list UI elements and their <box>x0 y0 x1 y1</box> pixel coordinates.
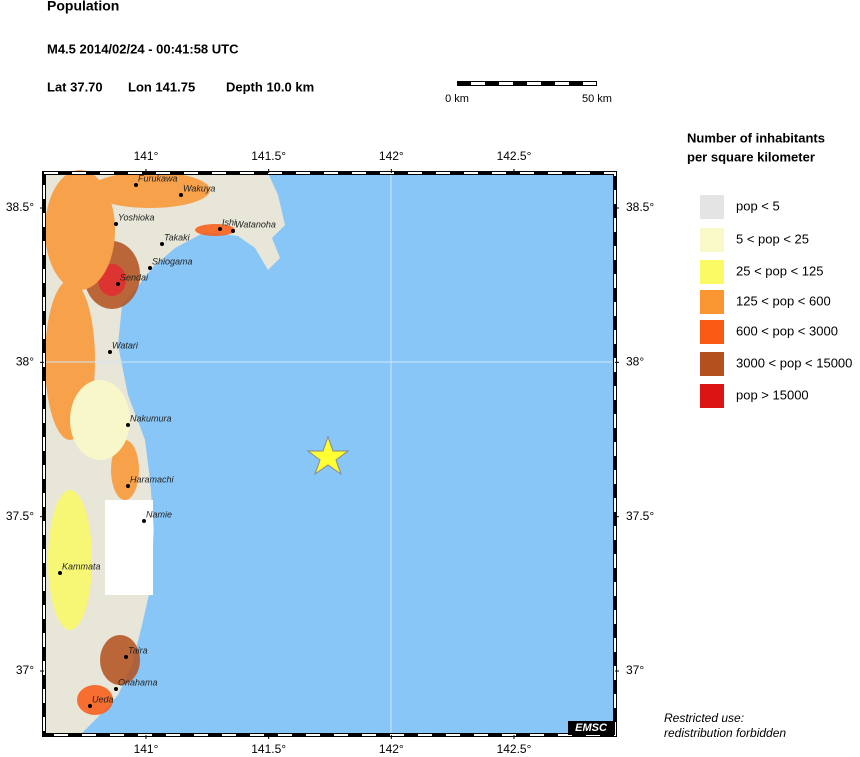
event: M4.5 2014/02/24 - 00:41:58 UTC <box>47 41 239 56</box>
scale-end: 50 km <box>582 93 612 105</box>
lat-label: 37° <box>16 663 34 677</box>
city-label: Onahama <box>118 677 158 687</box>
lon-label: 141° <box>134 742 159 756</box>
lat-label: 38.5° <box>6 200 34 214</box>
legend-swatch <box>700 384 724 408</box>
city-dot <box>134 183 138 187</box>
notice: redistribution forbidden <box>664 726 786 740</box>
city-dot <box>58 571 62 575</box>
city-dot <box>114 222 118 226</box>
legend-label: 3000 < pop < 15000 <box>736 355 852 370</box>
city-dot <box>124 655 128 659</box>
city-label: Haramachi <box>130 474 175 484</box>
scale-start: 0 km <box>445 93 469 105</box>
city-label: Furukawa <box>138 173 178 183</box>
lon-label: 142° <box>379 149 404 163</box>
legend-swatch <box>700 195 724 219</box>
city-dot <box>231 229 235 233</box>
city-dot <box>114 687 118 691</box>
city-label: Nakumura <box>130 413 172 423</box>
lat-label: 37.5° <box>6 509 34 523</box>
legend-swatch <box>700 352 724 376</box>
city-dot <box>116 282 120 286</box>
lat-label: 38.5° <box>626 200 654 214</box>
legend-swatch <box>700 290 724 314</box>
city-dot <box>142 519 146 523</box>
lat-label: 37.5° <box>626 509 654 523</box>
legend-label: 5 < pop < 25 <box>736 231 809 246</box>
lat-label: 37° <box>626 663 644 677</box>
legend-swatch <box>700 260 724 284</box>
city-label: Kammata <box>62 561 101 571</box>
lon-label: 141.5° <box>251 149 286 163</box>
legend-title: Number of inhabitants <box>687 130 825 145</box>
legend-label: pop > 15000 <box>736 387 809 402</box>
map <box>42 170 617 737</box>
legend-title: per square kilometer <box>687 149 815 164</box>
city-dot <box>218 227 222 231</box>
legend-label: 25 < pop < 125 <box>736 263 823 278</box>
epicenter <box>306 435 350 476</box>
lon: Lon 141.75 <box>128 79 195 94</box>
city-label: Takaki <box>164 232 191 242</box>
city-label: Watari <box>112 340 139 350</box>
title: Population <box>47 0 119 14</box>
city-label: Watanoha <box>235 219 276 229</box>
lat-label: 38° <box>16 355 34 369</box>
city-label: Yoshioka <box>118 212 155 222</box>
lon-label: 142° <box>379 742 404 756</box>
lat: Lat 37.70 <box>47 79 103 94</box>
city-label: Ishi <box>222 217 237 227</box>
legend-label: pop < 5 <box>736 198 780 213</box>
city-label: Wakuya <box>183 183 215 193</box>
lon-label: 141° <box>134 149 159 163</box>
city-label: Taira <box>128 645 148 655</box>
scale-bar <box>457 81 597 86</box>
depth: Depth 10.0 km <box>226 79 314 94</box>
legend-label: 600 < pop < 3000 <box>736 323 838 338</box>
city-dot <box>126 484 130 488</box>
city-dot <box>160 242 164 246</box>
city-dot <box>179 193 183 197</box>
city-dot <box>148 266 152 270</box>
notice: Restricted use: <box>664 711 744 725</box>
legend-swatch <box>700 320 724 344</box>
city-label: Ueda <box>92 694 114 704</box>
city-dot <box>88 704 92 708</box>
legend-swatch <box>700 228 724 252</box>
legend-label: 125 < pop < 600 <box>736 293 831 308</box>
city-dot <box>126 423 130 427</box>
city-label: Namie <box>146 509 172 519</box>
city-label: Shiogama <box>152 256 193 266</box>
badge: EMSC <box>575 722 608 734</box>
lon-label: 141.5° <box>251 742 286 756</box>
city-dot <box>108 350 112 354</box>
lon-label: 142.5° <box>497 742 532 756</box>
lat-label: 38° <box>626 355 644 369</box>
city-label: Sendai <box>120 272 149 282</box>
lon-label: 142.5° <box>497 149 532 163</box>
